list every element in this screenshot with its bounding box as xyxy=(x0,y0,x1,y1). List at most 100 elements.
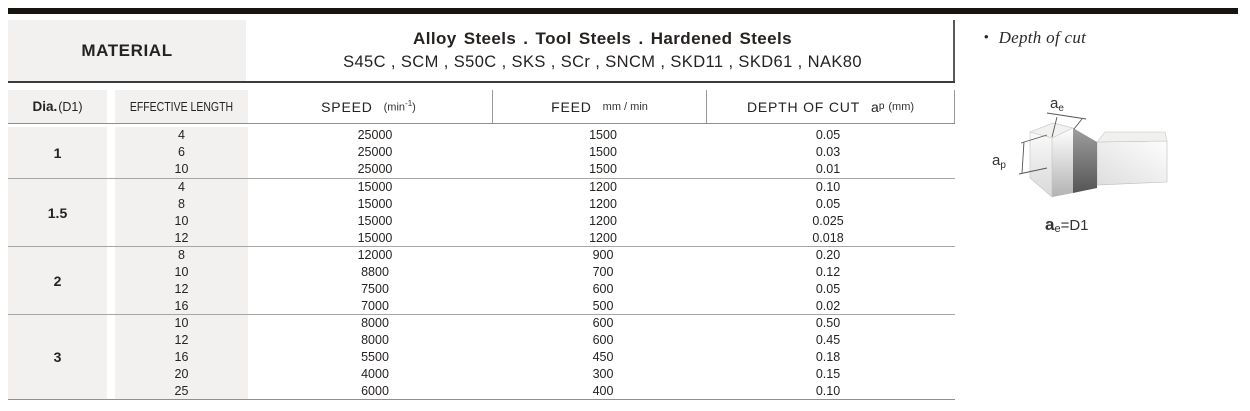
value-cell: 0.18 xyxy=(815,350,841,364)
value-cell: 0.10 xyxy=(815,384,841,398)
value-cell: 8000 xyxy=(361,333,389,347)
value-cell: 0.12 xyxy=(815,265,841,279)
value-cell: 7500 xyxy=(361,282,389,296)
depth-of-cut-diagram: ae ap ae=D1 xyxy=(992,95,1168,235)
value-cell: 15000 xyxy=(357,214,393,228)
dia-cell: 2 xyxy=(8,247,107,314)
value-cell: 450 xyxy=(592,350,614,364)
header-divider-rule xyxy=(8,81,955,83)
value-cell: 0.50 xyxy=(815,316,841,330)
value-cell: 1200 xyxy=(589,214,617,228)
value-cell: 600 xyxy=(592,333,614,347)
value-cell: 0.018 xyxy=(812,231,844,245)
value-cell: 8800 xyxy=(361,265,389,279)
speed-column: 25000 25000 25000 xyxy=(255,127,495,178)
value-cell: 1200 xyxy=(589,197,617,211)
value-cell: 0.05 xyxy=(815,197,841,211)
value-cell: 0.15 xyxy=(815,367,841,381)
ae-label-sub: e xyxy=(1058,103,1064,114)
value-cell: 25000 xyxy=(357,128,393,142)
effective-length-column: 10 12 16 20 25 xyxy=(115,315,248,399)
ae-extension-line-right xyxy=(1073,118,1083,130)
dia-cell: 1 xyxy=(8,127,107,178)
top-rule xyxy=(8,8,1238,14)
speed-column: 8000 8000 5500 4000 6000 xyxy=(255,315,495,399)
value-cell: 400 xyxy=(592,384,614,398)
col-header-speed: SPEED (min-1) xyxy=(245,90,493,123)
material-label: MATERIAL xyxy=(81,40,173,60)
ap-tick-top xyxy=(1020,134,1048,144)
depth-label: DEPTH OF CUT xyxy=(746,98,861,115)
dia-label-bold: Dia. xyxy=(32,99,58,114)
feed-column: 1200 1200 1200 1200 xyxy=(493,179,713,246)
value-cell: 7000 xyxy=(361,299,389,313)
depth-unit: (mm) xyxy=(888,100,915,113)
ae-extension-line-left xyxy=(1051,116,1058,138)
value-cell: 16 xyxy=(174,299,189,313)
value-cell: 5500 xyxy=(361,350,389,364)
value-cell: 10 xyxy=(174,316,189,330)
depth-column: 0.20 0.12 0.05 0.02 xyxy=(707,247,949,314)
material-title-box: Alloy Steels . Tool Steels . Hardened St… xyxy=(252,20,955,81)
column-header-rule xyxy=(8,123,955,124)
ae-label-main: a xyxy=(1050,95,1059,112)
right-block-front-face xyxy=(1096,140,1168,186)
value-cell: 0.20 xyxy=(815,248,841,262)
depth-of-cut-note: • Depth of cut xyxy=(984,28,1086,48)
value-cell: 12000 xyxy=(357,248,393,262)
depth-column: 0.10 0.05 0.025 0.018 xyxy=(707,179,949,246)
value-cell: 0.45 xyxy=(815,333,841,347)
effective-length-label: EFFECTIVE LENGTH xyxy=(129,99,234,114)
value-cell: 0.01 xyxy=(815,162,841,176)
ap-label-sub: p xyxy=(1000,160,1006,171)
value-cell: 900 xyxy=(592,248,614,262)
feed-unit: mm / min xyxy=(602,100,648,113)
value-cell: 25 xyxy=(174,384,189,398)
value-cell: 10 xyxy=(174,265,189,279)
value-cell: 0.025 xyxy=(812,214,844,228)
value-cell: 10 xyxy=(174,162,189,176)
speed-column: 15000 15000 15000 15000 xyxy=(255,179,495,246)
table-body: 1 4 6 10 25000 25000 25000 1500 1500 1500 0.05 0.03… xyxy=(8,127,955,400)
speed-unit-pre: (min xyxy=(383,101,406,114)
feed-column: 600 600 450 300 400 xyxy=(493,315,713,399)
col-header-effective-length: EFFECTIVE LENGTH xyxy=(115,90,248,123)
value-cell: 500 xyxy=(592,299,614,313)
right-block-top-face xyxy=(1096,131,1168,143)
effective-length-column: 4 6 10 xyxy=(115,127,248,178)
value-cell: 600 xyxy=(592,282,614,296)
value-cell: 12 xyxy=(174,231,189,245)
depth-of-cut-text: Depth of cut xyxy=(998,28,1087,47)
value-cell: 1500 xyxy=(589,145,617,159)
value-cell: 8000 xyxy=(361,316,389,330)
value-cell: 4 xyxy=(178,180,185,194)
value-cell: 0.05 xyxy=(815,282,841,296)
diameter-group: 2 8 10 12 16 12000 8800 7500 7000 900 700 600 500 0.2… xyxy=(8,246,955,314)
value-cell: 700 xyxy=(592,265,614,279)
value-cell: 0.02 xyxy=(815,299,841,313)
ae-label: ae xyxy=(1050,95,1064,114)
value-cell: 300 xyxy=(592,367,614,381)
value-cell: 4 xyxy=(178,128,185,142)
value-cell: 20 xyxy=(174,367,189,381)
value-cell: 6000 xyxy=(361,384,389,398)
table-bottom-rule xyxy=(8,399,955,400)
value-cell: 0.03 xyxy=(815,145,841,159)
value-cell: 0.05 xyxy=(815,128,841,142)
ae-dimension-line xyxy=(1046,112,1087,120)
value-cell: 16 xyxy=(174,350,189,364)
value-cell: 6 xyxy=(178,145,185,159)
steel-types-title: Alloy Steels . Tool Steels . Hardened St… xyxy=(413,29,792,48)
value-cell: 15000 xyxy=(357,197,393,211)
speed-unit: (min-1) xyxy=(384,99,416,114)
slot-inner-bright-face xyxy=(1052,128,1073,197)
value-cell: 15000 xyxy=(357,231,393,245)
feed-column: 900 700 600 500 xyxy=(493,247,713,314)
col-header-feed: FEED mm / min xyxy=(493,90,707,123)
diameter-group: 1.5 4 8 10 12 15000 15000 15000 15000 1200 1200 120… xyxy=(8,178,955,246)
cutting-conditions-table: Dia. (D1) EFFECTIVE LENGTH SPEED (min-1) … xyxy=(8,90,955,402)
value-cell: 12 xyxy=(174,333,189,347)
diameter-group: 3 10 12 16 20 25 8000 8000 5500 4000 6000 600 600 450… xyxy=(8,314,955,399)
value-cell: 1200 xyxy=(589,231,617,245)
